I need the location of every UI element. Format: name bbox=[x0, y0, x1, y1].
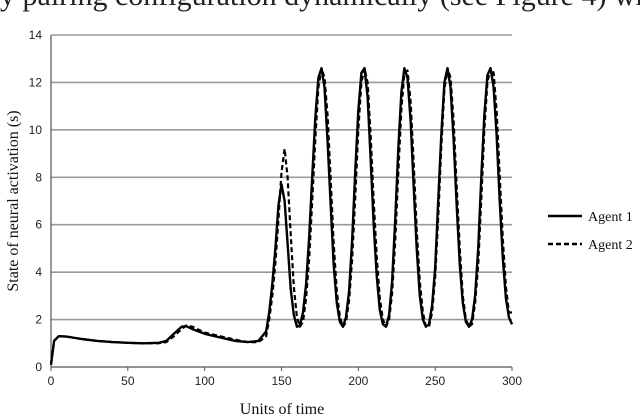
legend: Agent 1 Agent 2 bbox=[548, 210, 633, 253]
grid-lines bbox=[50, 34, 512, 368]
series-lines bbox=[49, 67, 514, 365]
y-tick-label: 10 bbox=[29, 123, 43, 137]
y-tick-label: 14 bbox=[29, 28, 43, 42]
x-tick-label: 300 bbox=[502, 374, 522, 388]
y-tick-label: 4 bbox=[35, 265, 42, 279]
cropped-caption-text: y pairing configuration dynamically (see… bbox=[0, 0, 640, 16]
y-tick-label: 8 bbox=[35, 170, 42, 184]
y-tick-label: 6 bbox=[35, 218, 42, 232]
legend-label-1: Agent 1 bbox=[588, 210, 633, 225]
x-tick-labels: 0 50 100 150 200 250 300 bbox=[48, 367, 522, 388]
x-tick-label: 0 bbox=[48, 374, 55, 388]
x-tick-label: 200 bbox=[348, 374, 368, 388]
legend-label-2: Agent 2 bbox=[588, 238, 633, 253]
x-tick-label: 50 bbox=[121, 374, 135, 388]
y-tick-label: 0 bbox=[35, 360, 42, 374]
y-tick-label: 2 bbox=[35, 313, 42, 327]
y-tick-label: 12 bbox=[29, 75, 43, 89]
x-tick-label: 250 bbox=[425, 374, 445, 388]
x-tick-label: 150 bbox=[271, 374, 291, 388]
x-axis-label: Units of time bbox=[240, 401, 324, 416]
y-axis-label: State of neural activation (s) bbox=[5, 110, 22, 291]
series-line-2 bbox=[49, 67, 512, 365]
x-tick-label: 100 bbox=[195, 374, 215, 388]
y-tick-labels: 0 2 4 6 8 10 12 14 bbox=[29, 28, 43, 374]
series-line-1 bbox=[49, 67, 514, 365]
